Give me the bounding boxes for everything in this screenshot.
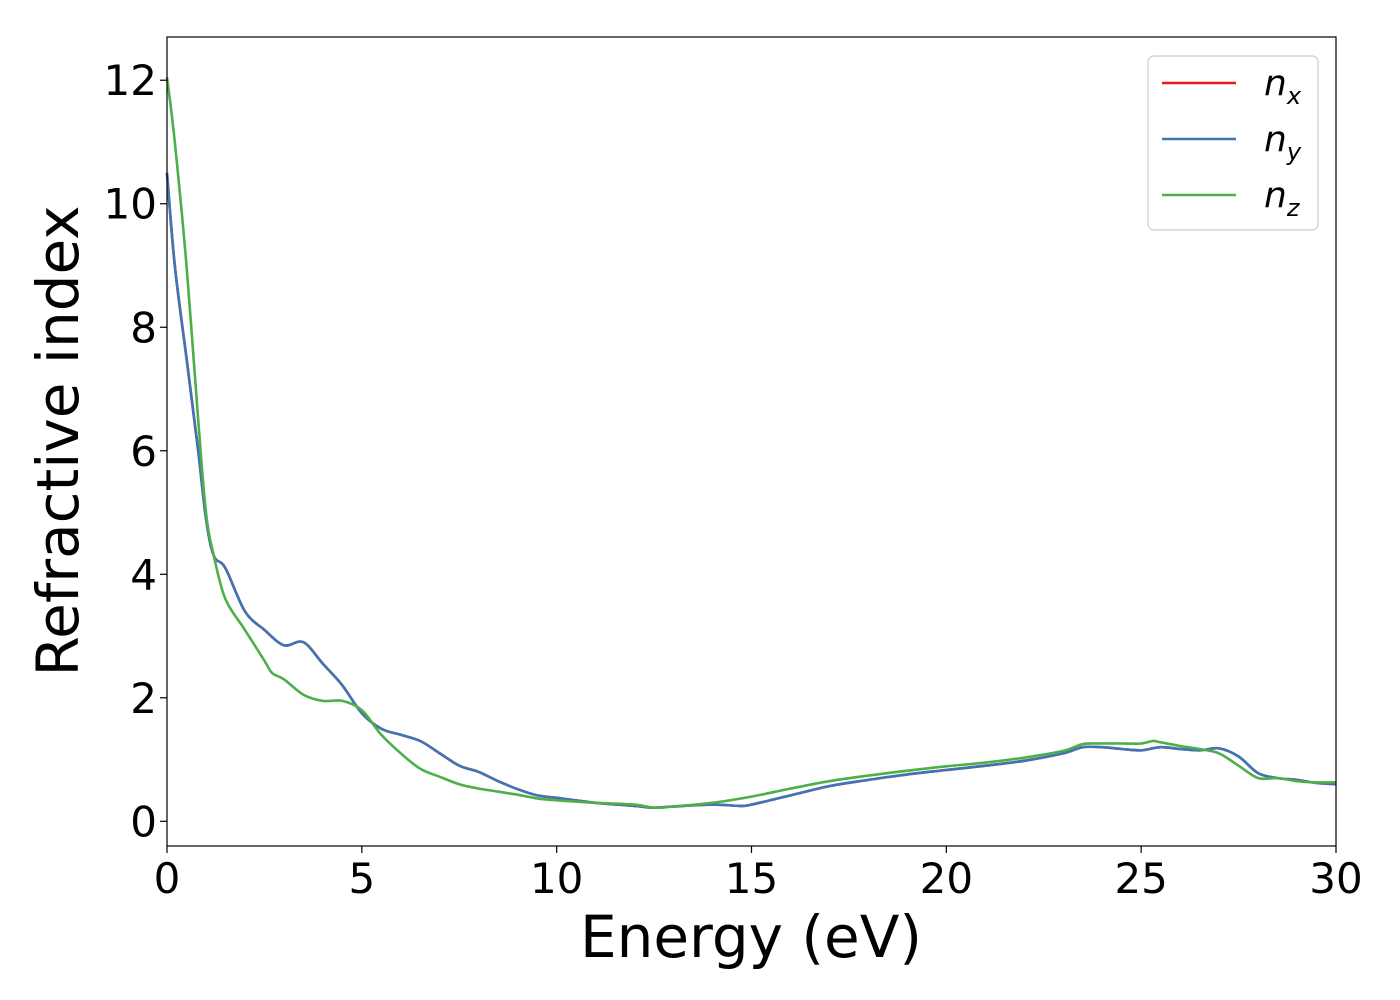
y-tick-label: 12	[104, 56, 157, 105]
x-tick-label: 20	[920, 854, 973, 903]
legend-label-nx: nx	[1264, 63, 1302, 110]
y-tick-label: 2	[130, 674, 157, 723]
y-axis: 0 2 4 6 8 10 12	[104, 56, 167, 846]
y-tick-label: 6	[130, 427, 157, 476]
x-tick-label: 30	[1309, 854, 1362, 903]
y-tick-label: 4	[130, 550, 157, 599]
y-axis-title: Refractive index	[24, 205, 92, 676]
legend-box	[1147, 55, 1319, 231]
x-tick-label: 15	[725, 854, 778, 903]
legend-label-nz: nz	[1264, 175, 1301, 222]
y-tick-label: 0	[130, 797, 157, 846]
series-layer	[165, 76, 1337, 810]
y-tick-label: 10	[104, 180, 157, 229]
x-axis: 0 5 10 15 20 25 30	[154, 846, 1363, 903]
series-line-nz	[165, 76, 1337, 810]
legend: nx ny nz	[1147, 55, 1319, 231]
x-tick-label: 5	[348, 854, 375, 903]
y-tick-label: 8	[130, 303, 157, 352]
x-tick-label: 10	[530, 854, 583, 903]
legend-label-ny: ny	[1264, 119, 1302, 166]
x-axis-title: Energy (eV)	[580, 903, 922, 971]
x-tick-label: 25	[1114, 854, 1167, 903]
x-tick-label: 0	[154, 854, 181, 903]
